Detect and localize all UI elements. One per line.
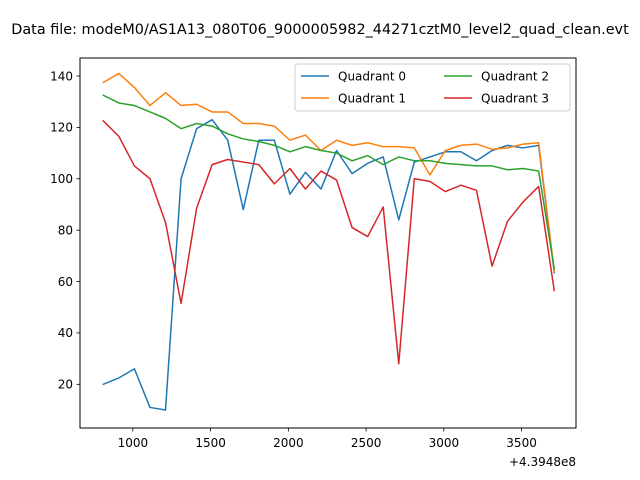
legend-label-quadrant-0: Quadrant 0: [338, 69, 406, 83]
y-tick-label: 80: [58, 223, 73, 237]
legend: Quadrant 0 Quadrant 1 Quadrant 2 Quadrant 3: [294, 63, 571, 112]
series-layer: [102, 72, 556, 411]
x-tick-label: 3000: [429, 436, 460, 450]
series-line-quadrant-0: [102, 118, 556, 411]
plot-frame: [79, 57, 577, 429]
series-line-quadrant-2: [102, 94, 556, 270]
legend-label-quadrant-2: Quadrant 2: [481, 69, 549, 83]
x-tick-label: 2500: [351, 436, 382, 450]
y-tick-label: 120: [50, 121, 73, 135]
x-tick-label: 1000: [118, 436, 149, 450]
legend-label-quadrant-3: Quadrant 3: [481, 91, 549, 105]
y-axis: 20 40 60 80 100 120 140: [50, 69, 80, 392]
x-tick-label: 3500: [506, 436, 537, 450]
chart-title: Data file: modeM0/AS1A13_080T06_90000059…: [11, 22, 629, 38]
y-tick-label: 60: [58, 275, 73, 289]
series-line-quadrant-1: [102, 72, 556, 273]
legend-box: [294, 63, 571, 112]
x-tick-label: 2000: [273, 436, 304, 450]
x-tick-label: 1500: [195, 436, 226, 450]
x-offset-label: +4.3948e8: [509, 455, 576, 469]
legend-label-quadrant-1: Quadrant 1: [338, 91, 406, 105]
y-tick-label: 20: [58, 378, 73, 392]
y-tick-label: 100: [50, 172, 73, 186]
series-line-quadrant-3: [102, 119, 556, 365]
y-tick-label: 40: [58, 326, 73, 340]
x-axis: 1000 1500 2000 2500 3000 3500: [118, 428, 537, 450]
y-tick-label: 140: [50, 69, 73, 83]
